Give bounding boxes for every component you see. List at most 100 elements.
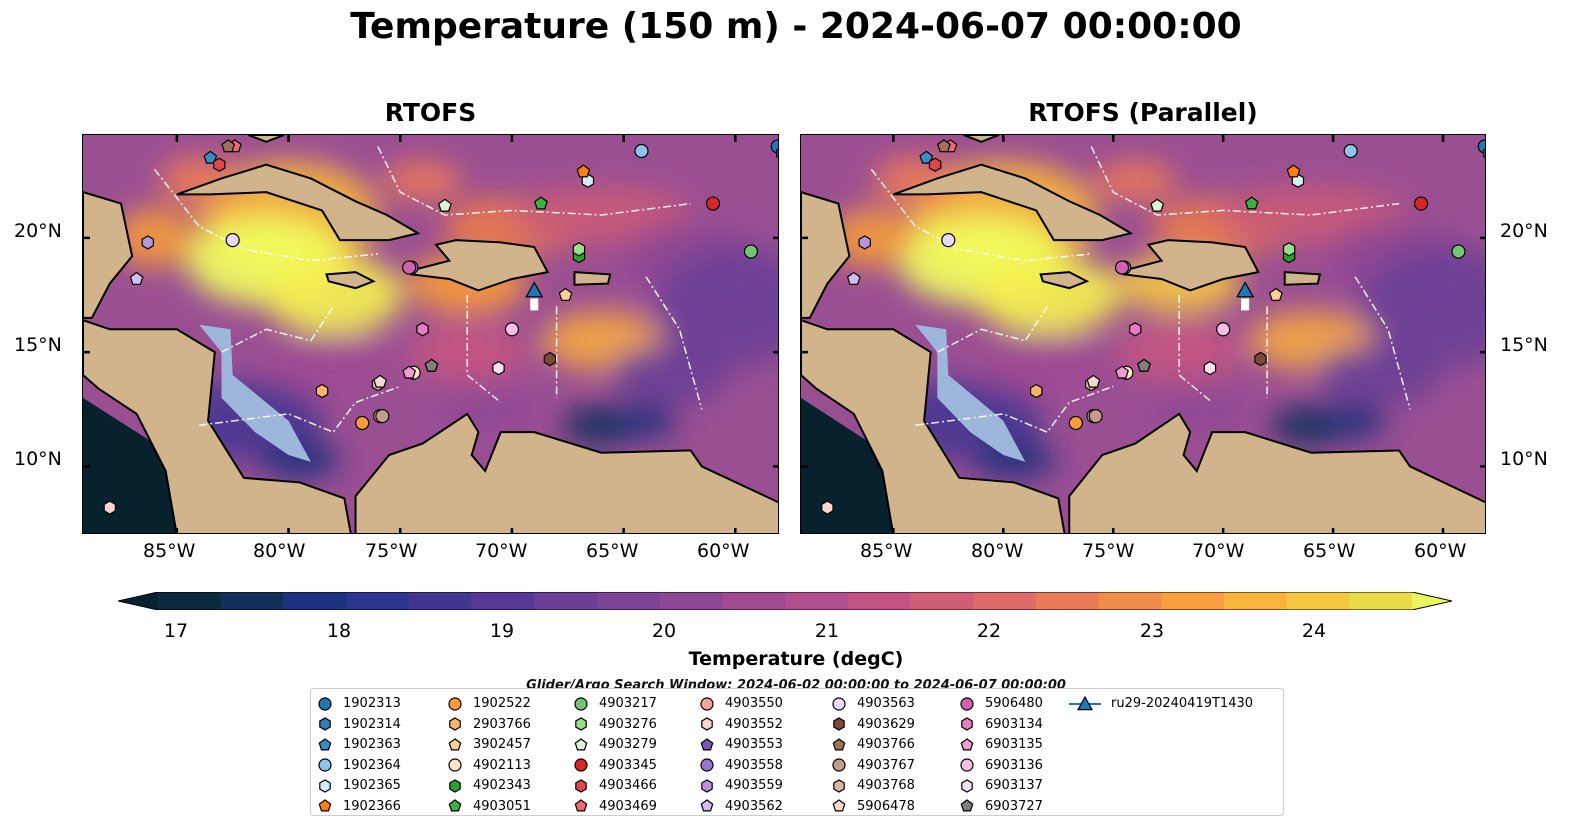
float-3902457[interactable] [1268, 287, 1283, 301]
float-6903137[interactable] [492, 360, 505, 376]
legend-marker[interactable] [574, 758, 588, 772]
float-1902363[interactable] [919, 150, 934, 164]
float-4903217[interactable] [743, 244, 759, 259]
legend-marker[interactable] [832, 696, 846, 711]
legend-marker[interactable] [449, 717, 461, 731]
float-4903345[interactable] [1413, 196, 1429, 211]
legend-marker[interactable] [318, 696, 332, 711]
float-6903134[interactable] [1129, 322, 1142, 337]
float-1902365[interactable] [1291, 173, 1305, 188]
float-4903629[interactable] [543, 351, 557, 367]
legend-marker[interactable] [575, 717, 587, 731]
float-6903135[interactable] [402, 365, 417, 379]
glider-ru29-20240419T1430[interactable] [525, 281, 544, 298]
float-4903767[interactable] [375, 409, 390, 424]
float-5906478[interactable] [373, 374, 388, 388]
float-4903279[interactable] [437, 198, 452, 212]
float-4903345[interactable] [705, 196, 721, 211]
float-6903137[interactable] [1203, 360, 1217, 376]
float-1902363[interactable] [203, 150, 218, 164]
float-4903051[interactable] [534, 196, 548, 210]
float-4903552[interactable] [103, 500, 117, 515]
float-4903466[interactable] [213, 157, 226, 172]
float-5906480[interactable] [1114, 260, 1130, 275]
legend-marker[interactable] [318, 799, 332, 812]
legend-marker[interactable] [833, 717, 845, 731]
legend-marker[interactable] [448, 737, 462, 750]
float-4903629[interactable] [1254, 351, 1267, 367]
legend-marker[interactable] [700, 799, 714, 812]
float-4903276[interactable] [572, 242, 586, 257]
float-3902457[interactable] [558, 287, 573, 301]
float-6903134[interactable] [416, 322, 429, 337]
legend-marker[interactable] [960, 799, 974, 812]
float-2903766[interactable] [1030, 383, 1043, 399]
float-4903466[interactable] [928, 157, 942, 172]
float-1902364[interactable] [1343, 143, 1358, 159]
float-2903766[interactable] [315, 383, 329, 399]
legend-marker[interactable] [961, 778, 973, 793]
land-south-america [1068, 412, 1485, 533]
float-4903552[interactable] [821, 500, 834, 515]
legend-marker[interactable] [448, 696, 462, 711]
legend-marker[interactable] [960, 758, 974, 772]
legend-marker[interactable] [833, 778, 845, 793]
legend-marker[interactable] [319, 778, 331, 793]
float-6903727[interactable] [424, 358, 439, 372]
legend-marker[interactable] [700, 696, 714, 711]
legend-marker[interactable] [960, 737, 974, 750]
map-panel-rtofs[interactable] [82, 134, 779, 534]
float-5906480[interactable] [402, 260, 417, 275]
float-6903136[interactable] [1216, 322, 1231, 337]
float-4903217[interactable] [1451, 244, 1466, 259]
float-4903559[interactable] [141, 235, 155, 250]
legend-marker[interactable] [449, 778, 461, 793]
float-4903051[interactable] [1244, 196, 1259, 210]
float-4903276[interactable] [1282, 242, 1296, 257]
legend-marker[interactable] [1076, 695, 1094, 710]
legend-marker[interactable] [319, 717, 331, 731]
legend-marker[interactable] [960, 696, 974, 711]
legend-marker[interactable] [700, 737, 714, 750]
legend-marker-pentagon-icon [318, 737, 332, 750]
float-4903563[interactable] [941, 233, 956, 248]
float-1902366[interactable] [576, 164, 591, 178]
legend-marker[interactable] [832, 737, 846, 750]
legend-marker[interactable] [701, 778, 713, 793]
legend-marker[interactable] [575, 778, 587, 793]
float-4903767[interactable] [1088, 409, 1103, 424]
float-1902522[interactable] [1068, 415, 1083, 431]
float-6903136[interactable] [504, 322, 520, 337]
float-1902364[interactable] [634, 143, 649, 159]
float-4903766[interactable] [221, 139, 236, 153]
legend-marker[interactable] [574, 737, 588, 750]
float-1902522[interactable] [355, 415, 370, 431]
legend-marker[interactable] [574, 696, 588, 711]
map-panel-rtofs-parallel[interactable] [800, 134, 1486, 534]
float-1902365[interactable] [581, 173, 595, 188]
legend-marker[interactable] [832, 799, 846, 812]
legend-label: 4903767 [857, 757, 915, 773]
float-4903563[interactable] [225, 233, 240, 248]
legend-marker[interactable] [318, 758, 332, 772]
float-1902314[interactable] [1482, 147, 1486, 160]
float-4903559[interactable] [858, 235, 872, 250]
float-4903562[interactable] [129, 271, 144, 285]
float-4903279[interactable] [1150, 198, 1165, 212]
float-4903766[interactable] [936, 139, 951, 153]
float-4903562[interactable] [846, 271, 861, 285]
float-1902366[interactable] [1286, 164, 1301, 178]
legend-marker[interactable] [448, 799, 462, 812]
legend-marker[interactable] [961, 717, 973, 731]
float-1902314[interactable] [775, 147, 779, 160]
float-5906478[interactable] [1086, 374, 1101, 388]
float-6903727[interactable] [1137, 358, 1151, 372]
legend-marker[interactable] [832, 758, 846, 772]
legend-marker[interactable] [318, 737, 332, 750]
glider-ru29-20240419T1430[interactable] [1236, 281, 1255, 298]
legend-marker[interactable] [700, 758, 714, 772]
legend-marker[interactable] [574, 799, 588, 812]
legend-marker[interactable] [701, 717, 713, 731]
float-6903135[interactable] [1115, 365, 1129, 379]
legend-marker[interactable] [448, 758, 462, 772]
